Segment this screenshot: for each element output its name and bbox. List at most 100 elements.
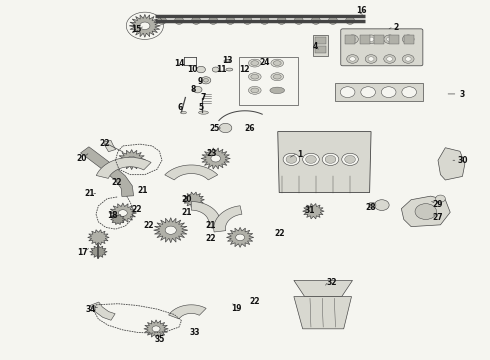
- Circle shape: [402, 55, 414, 63]
- Ellipse shape: [192, 17, 200, 24]
- Text: 14: 14: [174, 59, 184, 68]
- Text: 13: 13: [221, 57, 232, 66]
- Text: 28: 28: [366, 203, 376, 212]
- Polygon shape: [303, 203, 324, 219]
- Text: 22: 22: [143, 221, 153, 230]
- Polygon shape: [278, 132, 371, 193]
- Circle shape: [196, 66, 205, 73]
- Circle shape: [365, 55, 377, 63]
- Circle shape: [349, 37, 355, 41]
- Text: 26: 26: [245, 124, 255, 133]
- Circle shape: [193, 86, 202, 93]
- Circle shape: [322, 153, 339, 166]
- Text: 5: 5: [198, 103, 203, 112]
- Text: 24: 24: [259, 58, 270, 67]
- Polygon shape: [401, 196, 450, 226]
- Ellipse shape: [209, 17, 218, 24]
- Text: 11: 11: [216, 66, 227, 75]
- Text: 1: 1: [297, 150, 302, 159]
- Polygon shape: [438, 148, 465, 180]
- Circle shape: [152, 326, 160, 332]
- Polygon shape: [129, 14, 160, 37]
- Circle shape: [405, 57, 411, 61]
- Ellipse shape: [174, 17, 183, 24]
- Ellipse shape: [198, 111, 208, 114]
- Polygon shape: [88, 230, 109, 245]
- Polygon shape: [191, 202, 220, 230]
- Circle shape: [286, 156, 297, 163]
- Text: 22: 22: [205, 234, 216, 243]
- Polygon shape: [96, 157, 151, 178]
- Polygon shape: [90, 245, 107, 258]
- Circle shape: [219, 123, 232, 133]
- Circle shape: [212, 67, 219, 72]
- Text: 21: 21: [84, 189, 95, 198]
- Polygon shape: [109, 203, 137, 223]
- Text: 31: 31: [304, 206, 315, 215]
- Text: 35: 35: [154, 335, 165, 344]
- Text: 12: 12: [239, 66, 249, 75]
- Text: 10: 10: [188, 66, 198, 75]
- Ellipse shape: [345, 17, 354, 24]
- Ellipse shape: [329, 17, 337, 24]
- Polygon shape: [165, 165, 218, 180]
- Polygon shape: [314, 35, 328, 56]
- Circle shape: [368, 202, 376, 208]
- Circle shape: [405, 37, 411, 41]
- Bar: [335, 83, 423, 101]
- FancyBboxPatch shape: [239, 57, 298, 105]
- Circle shape: [344, 156, 355, 163]
- Circle shape: [436, 195, 445, 202]
- Circle shape: [340, 87, 355, 98]
- Polygon shape: [201, 148, 230, 169]
- Text: 21: 21: [181, 208, 192, 217]
- Circle shape: [325, 156, 336, 163]
- Text: 22: 22: [249, 297, 260, 306]
- Bar: [315, 37, 326, 44]
- Circle shape: [140, 22, 150, 30]
- Ellipse shape: [260, 17, 269, 24]
- Circle shape: [387, 57, 392, 61]
- Circle shape: [384, 35, 395, 44]
- Circle shape: [203, 78, 208, 82]
- Bar: [360, 35, 369, 44]
- Circle shape: [374, 200, 389, 211]
- Circle shape: [201, 77, 211, 84]
- Text: 19: 19: [231, 304, 242, 313]
- Ellipse shape: [273, 75, 281, 79]
- Polygon shape: [118, 149, 146, 170]
- Ellipse shape: [243, 17, 252, 24]
- Polygon shape: [294, 297, 351, 329]
- Text: 18: 18: [107, 211, 118, 220]
- Polygon shape: [226, 227, 254, 247]
- Text: 3: 3: [460, 90, 465, 99]
- Ellipse shape: [248, 86, 261, 94]
- Polygon shape: [154, 218, 188, 243]
- Circle shape: [384, 55, 395, 63]
- Circle shape: [342, 153, 358, 166]
- Text: 25: 25: [210, 124, 220, 133]
- Text: 27: 27: [433, 213, 443, 222]
- Circle shape: [402, 35, 414, 44]
- Ellipse shape: [251, 88, 259, 93]
- Polygon shape: [111, 214, 125, 225]
- Text: 15: 15: [131, 25, 142, 34]
- Circle shape: [165, 226, 176, 234]
- Circle shape: [387, 37, 392, 41]
- Ellipse shape: [312, 17, 320, 24]
- Text: 34: 34: [86, 305, 97, 314]
- Text: 9: 9: [197, 77, 203, 86]
- Bar: [315, 46, 326, 53]
- Circle shape: [368, 37, 374, 41]
- Circle shape: [365, 35, 377, 44]
- Text: 16: 16: [356, 6, 367, 15]
- Ellipse shape: [251, 75, 259, 79]
- Circle shape: [346, 55, 358, 63]
- Text: 22: 22: [131, 205, 142, 214]
- Text: 23: 23: [206, 149, 217, 158]
- Text: 33: 33: [190, 328, 200, 337]
- Ellipse shape: [271, 59, 284, 67]
- Ellipse shape: [277, 17, 286, 24]
- Text: 7: 7: [201, 93, 206, 102]
- Ellipse shape: [158, 17, 166, 24]
